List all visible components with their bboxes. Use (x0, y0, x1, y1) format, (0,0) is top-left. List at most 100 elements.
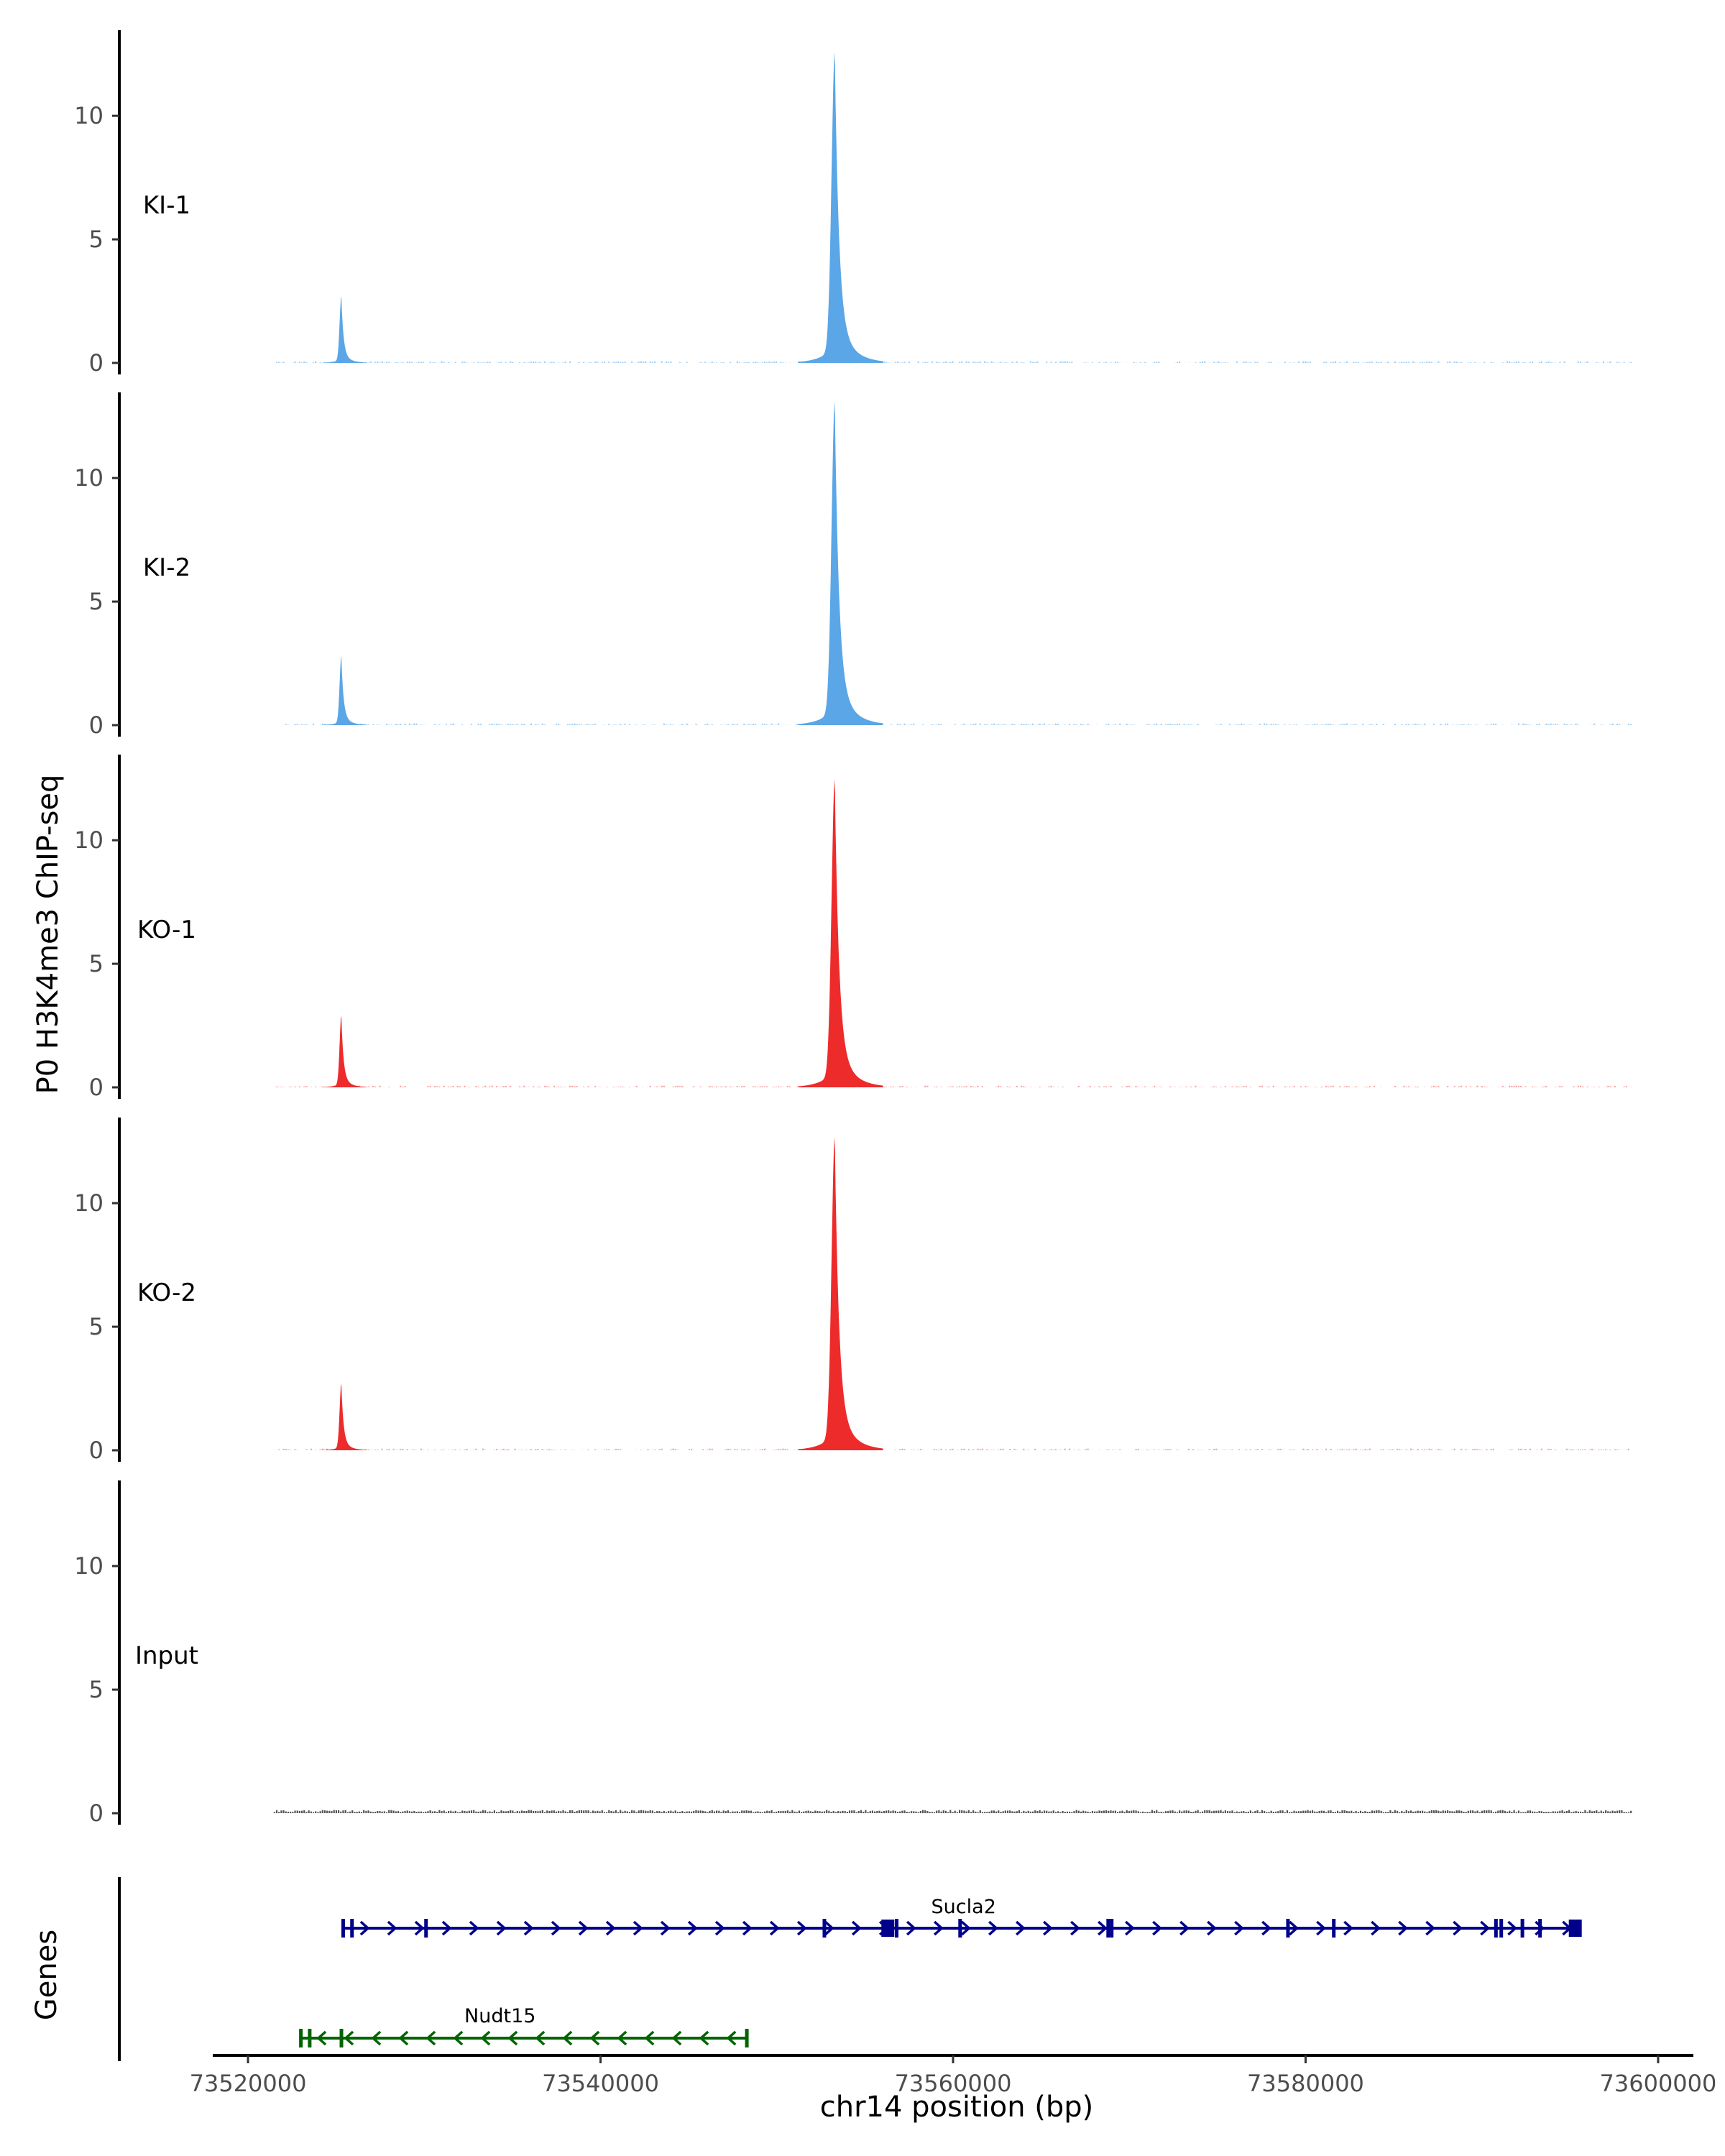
strand-arrow (426, 2030, 436, 2046)
peak-1 (322, 1383, 367, 1450)
strand-arrow (1398, 1920, 1408, 1936)
track-ki-2: 0 5 10 KI-2 (74, 392, 1632, 739)
track-ki-1: 0 5 10 KI-1 (74, 30, 1632, 377)
exon (1494, 1919, 1498, 1938)
exon (341, 1919, 345, 1938)
genes-track-title: Genes (30, 1930, 63, 2020)
peak-2 (798, 1136, 883, 1450)
background-signal (275, 361, 1632, 363)
strand-arrow (726, 2030, 737, 2046)
peak-1 (322, 296, 367, 363)
strand-arrow (1234, 1920, 1244, 1936)
exon (881, 1920, 895, 1937)
strand-arrow (371, 2030, 382, 2046)
track-label: KI-1 (143, 191, 190, 220)
exon (1568, 1920, 1582, 1937)
strand-arrow (1016, 1920, 1026, 1936)
strand-arrow (1152, 1920, 1162, 1936)
strand-arrow (644, 2030, 655, 2046)
exon (958, 1919, 962, 1938)
strand-arrow (1098, 1920, 1108, 1936)
track-label: KO-1 (137, 916, 196, 944)
x-tick-label: 73600000 (1600, 2070, 1717, 2097)
strand-arrow (535, 2030, 546, 2046)
gene-track: Sucla2 Nudt15 (118, 1877, 1582, 2061)
exon (350, 1919, 354, 1938)
y-tick-label: 0 (89, 1437, 104, 1464)
x-axis: 73520000 73540000 73560000 73580000 73600000 (190, 2054, 1717, 2097)
y-tick-label: 10 (74, 1552, 104, 1580)
strand-arrow (1043, 1920, 1053, 1936)
exon (339, 2029, 344, 2047)
background-signal (273, 1448, 1630, 1450)
strand-arrow (316, 2030, 327, 2046)
peak-1 (322, 655, 367, 725)
strand-arrow (1425, 1920, 1435, 1936)
track-ko-1: 0 5 10 KO-1 (74, 755, 1632, 1101)
strand-arrow (1070, 1920, 1080, 1936)
y-tick-label: 5 (89, 1676, 104, 1703)
strand-arrow (469, 1920, 479, 1936)
strand-arrow (605, 1920, 616, 1936)
strand-arrow (617, 2030, 627, 2046)
track-ko-2: 0 5 10 KO-2 (74, 1118, 1630, 1464)
y-tick-label: 10 (74, 1189, 104, 1217)
y-tick-label: 10 (74, 464, 104, 492)
gene-nudt15: Nudt15 (299, 2005, 749, 2047)
strand-arrow (453, 2030, 464, 2046)
strand-arrow (632, 1920, 643, 1936)
strand-arrow (551, 1920, 561, 1936)
exon (1332, 1919, 1336, 1938)
y-tick-label: 5 (89, 588, 104, 615)
gene-label: Nudt15 (464, 2005, 535, 2027)
strand-arrow (851, 1920, 862, 1936)
strand-arrow (1480, 1920, 1491, 1936)
exon (424, 1919, 428, 1938)
x-tick-label: 73560000 (895, 2070, 1012, 2097)
strand-arrow (507, 2030, 518, 2046)
signal-tracks: 0 5 10 KI-1 0 5 10 KI-2 0 5 10 KO-1 0 5 10 KO-2 0 5 10 Inpu… (74, 30, 1632, 1827)
strand-arrow (589, 2030, 600, 2046)
strand-arrow (1261, 1920, 1271, 1936)
strand-arrow (1125, 1920, 1135, 1936)
track-input: 0 5 10 Input (74, 1480, 1632, 1827)
strand-arrow (687, 1920, 698, 1936)
strand-arrow (441, 1920, 452, 1936)
strand-arrow (359, 1920, 370, 1936)
y-tick-label: 0 (89, 1800, 104, 1827)
peak-2 (798, 52, 883, 364)
peak-2 (798, 401, 883, 725)
strand-arrow (742, 1920, 753, 1936)
strand-arrow (1316, 1920, 1326, 1936)
y-tick-label: 5 (89, 226, 104, 253)
peak-1 (322, 1015, 367, 1087)
track-label: Input (135, 1641, 198, 1670)
strand-arrow (660, 1920, 671, 1936)
y-tick-label: 10 (74, 826, 104, 854)
background-signal (275, 1085, 1632, 1087)
strand-arrow (1535, 1920, 1545, 1936)
exon (1286, 1919, 1290, 1938)
strand-arrow (906, 1920, 916, 1936)
gene-sucla2: Sucla2 (341, 1896, 1582, 1938)
strand-arrow (988, 1920, 998, 1936)
strand-arrow (1507, 1920, 1518, 1936)
strand-arrow (933, 1920, 944, 1936)
strand-arrow (769, 1920, 780, 1936)
strand-arrow (480, 2030, 491, 2046)
exon (895, 1919, 899, 1938)
y-tick-label: 0 (89, 349, 104, 377)
strand-arrow (414, 1920, 425, 1936)
strand-arrow (699, 2030, 709, 2046)
strand-arrow (671, 2030, 682, 2046)
strand-arrow (1343, 1920, 1353, 1936)
x-axis-title: chr14 position (bp) (820, 2091, 1094, 2124)
strand-arrow (796, 1920, 807, 1936)
track-label: KO-2 (137, 1279, 196, 1307)
strand-arrow (960, 1920, 971, 1936)
x-tick-label: 73540000 (542, 2070, 659, 2097)
strand-arrow (1207, 1920, 1217, 1936)
strand-arrow (714, 1920, 725, 1936)
y-tick-label: 0 (89, 1074, 104, 1101)
strand-arrow (496, 1920, 507, 1936)
